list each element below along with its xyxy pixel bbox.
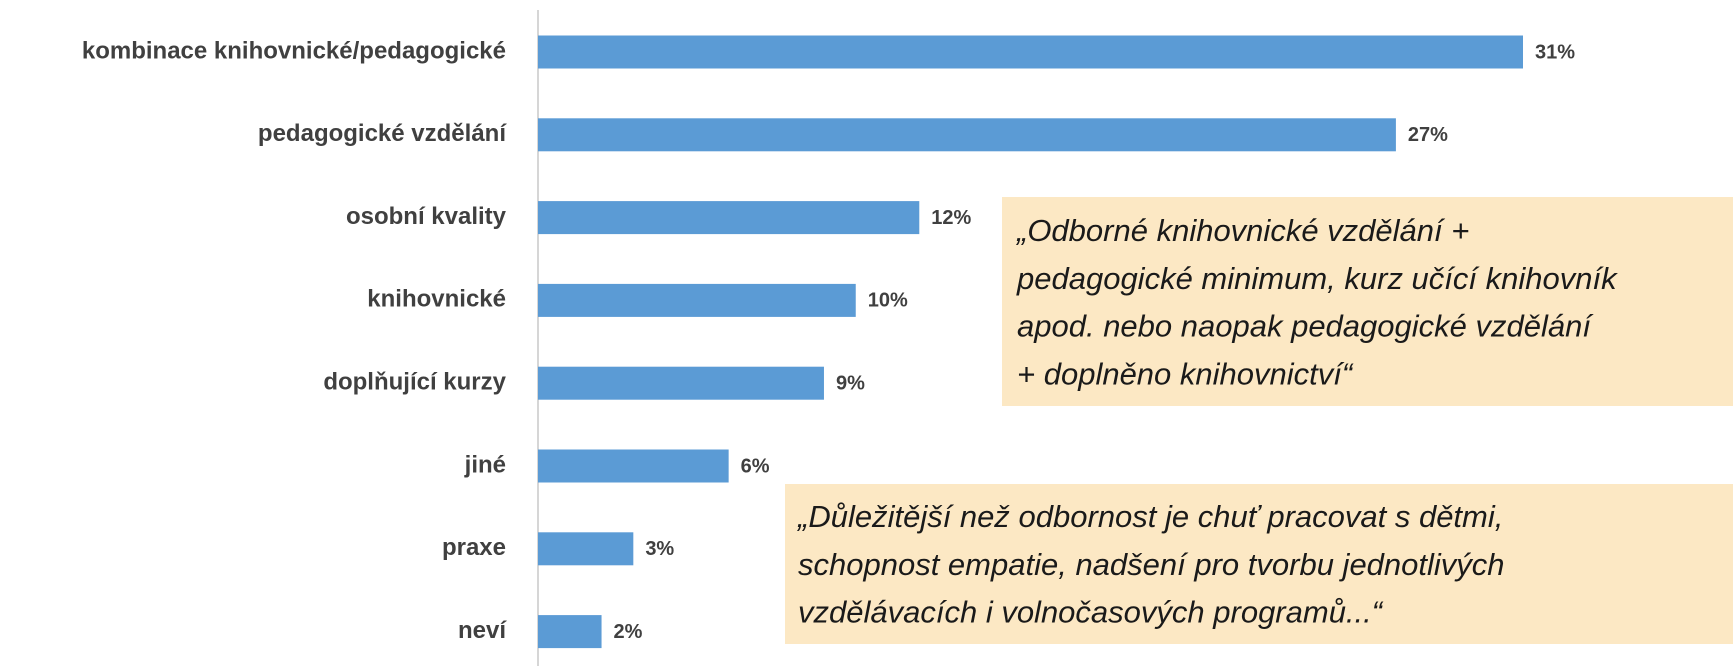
- bar: [538, 118, 1396, 152]
- quote-line: apod. nebo naopak pedagogické vzdělání: [1017, 309, 1594, 344]
- quote-line: + doplněno knihovnictví“: [1017, 356, 1354, 391]
- category-label: pedagogické vzdělání: [258, 120, 507, 147]
- category-label: osobní kvality: [346, 203, 507, 230]
- category-label: neví: [458, 617, 507, 644]
- category-label: kombinace knihovnické/pedagogické: [82, 37, 506, 64]
- value-label: 12%: [931, 207, 971, 229]
- bar: [538, 35, 1523, 69]
- value-label: 9%: [836, 372, 865, 394]
- bar: [538, 201, 920, 235]
- quote-line: „Důležitější než odbornost je chuť praco…: [796, 499, 1503, 534]
- value-label: 31%: [1535, 41, 1575, 63]
- quote-line: pedagogické minimum, kurz učící knihovní…: [1016, 261, 1618, 296]
- value-label: 10%: [868, 290, 908, 312]
- bar: [538, 615, 602, 649]
- quote-line: schopnost empatie, nadšení pro tvorbu je…: [798, 547, 1505, 582]
- quote-line: „Odborné knihovnické vzdělání +: [1015, 213, 1469, 248]
- category-label: doplňující kurzy: [323, 369, 506, 396]
- category-label: knihovnické: [367, 286, 506, 313]
- category-label: praxe: [442, 534, 506, 561]
- bar: [538, 532, 634, 566]
- value-label: 3%: [645, 538, 674, 560]
- bar: [538, 283, 856, 317]
- quote-line: vzdělávacích i volnočasových programů...…: [798, 595, 1384, 630]
- bar: [538, 449, 729, 483]
- category-label: jiné: [464, 451, 506, 478]
- value-label: 2%: [614, 621, 643, 643]
- quote-box: [1002, 197, 1733, 406]
- value-label: 6%: [741, 455, 770, 477]
- value-label: 27%: [1408, 124, 1448, 146]
- bar: [538, 366, 824, 400]
- quote-box: [785, 484, 1733, 644]
